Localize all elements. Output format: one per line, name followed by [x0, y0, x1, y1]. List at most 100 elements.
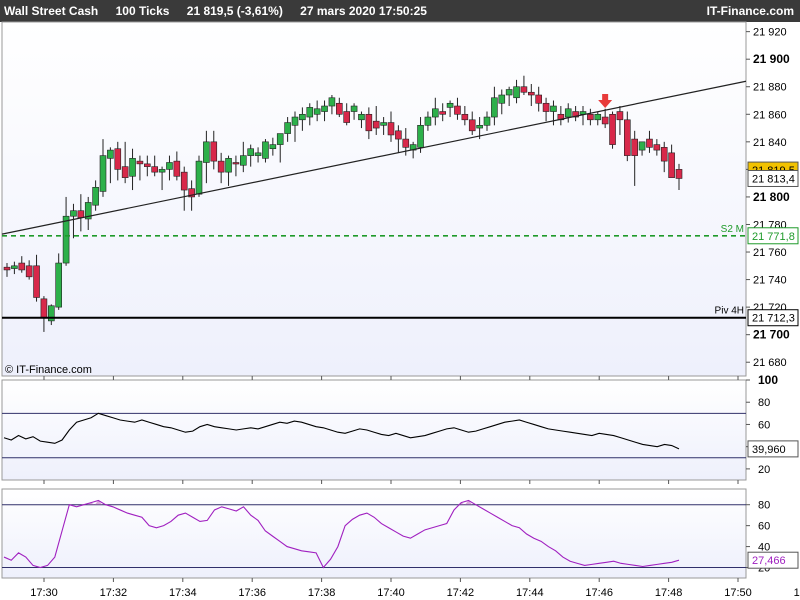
candle-down [395, 130, 402, 140]
candle-up [550, 105, 557, 112]
candle-down [144, 163, 151, 167]
candle-up [254, 152, 262, 156]
candle-down [18, 262, 26, 271]
candle-up [483, 116, 491, 126]
y-tick-label: 21 740 [753, 275, 787, 287]
y-tick-label: 21 700 [753, 328, 790, 342]
candle-up [432, 108, 439, 118]
candle-up [505, 89, 513, 96]
candle-up [70, 210, 77, 217]
candle-down [3, 266, 11, 271]
candle-down [609, 113, 616, 145]
candle-up [306, 107, 314, 118]
panel-background [1, 379, 747, 481]
x-tick-label: 17:44 [516, 587, 544, 599]
watermark: © IT-Finance.com [5, 364, 92, 376]
level-label: Piv 4H [715, 306, 744, 317]
candle-down [660, 147, 668, 162]
y-tick-label: 21 860 [753, 109, 787, 121]
candle-up [380, 122, 387, 126]
candle-up [284, 122, 291, 134]
quote-label: 21 819,5 (-3,61%) [186, 4, 283, 18]
x-tick-label: 17:36 [238, 587, 266, 599]
candle-down [461, 113, 469, 121]
candle-down [653, 144, 661, 151]
candle-up [240, 155, 247, 166]
candle-down [542, 102, 550, 112]
y-tick-label: 40 [758, 542, 770, 554]
candle-up [247, 148, 254, 156]
oscillator-value-tag [747, 551, 799, 569]
candle-up [262, 141, 269, 159]
candle-down [624, 119, 631, 156]
candle-down [402, 138, 410, 148]
candle-up [291, 116, 299, 126]
candle-up [269, 144, 277, 150]
candle-down [587, 113, 594, 121]
level-tag-box [747, 227, 799, 245]
candle-up [638, 141, 646, 151]
candle-up [55, 262, 62, 308]
datetime-label: 27 mars 2020 17:50:25 [300, 4, 427, 18]
candle-up [276, 133, 284, 145]
oscillator-value-text: 39,960 [752, 444, 786, 456]
candle-down [121, 166, 129, 178]
candle-down [173, 160, 181, 177]
panel-background [1, 21, 747, 377]
candle-down [439, 111, 446, 115]
x-tick-label: 17:46 [585, 587, 613, 599]
candle-down [151, 166, 158, 173]
stochastic-line [3, 499, 680, 569]
candle-down [668, 152, 675, 178]
oscillator-extreme-fill [94, 500, 102, 505]
y-tick-label: 80 [758, 500, 770, 512]
candle-down [217, 160, 225, 173]
x-tick-label: 17:50 [724, 587, 752, 599]
x-tick-label: 17:32 [100, 587, 128, 599]
panel-background [1, 488, 747, 579]
candle-up [564, 108, 572, 118]
y-tick-label: 21 680 [753, 357, 787, 369]
candle-up [203, 141, 210, 163]
candle-down [631, 138, 638, 156]
oscillator-extreme-fill [464, 500, 473, 505]
candle-up [328, 97, 336, 107]
oscillator-value-text: 27,466 [752, 555, 786, 567]
candle-down [454, 105, 461, 115]
candle-down [528, 91, 535, 96]
candle-down [33, 265, 40, 298]
candle-down [210, 141, 218, 162]
candle-up [92, 186, 99, 206]
candle-down [520, 86, 528, 93]
candle-up [417, 125, 424, 148]
candle-up [299, 113, 306, 121]
candle-down [232, 162, 240, 165]
candle-up [491, 97, 498, 118]
instrument-name: Wall Street Cash [4, 4, 99, 18]
candle-up [62, 215, 70, 264]
oscillator-extreme-fill [87, 502, 95, 505]
candle-up [48, 305, 55, 322]
candle-down [675, 169, 683, 179]
candle-down [343, 111, 350, 123]
candle-up [99, 155, 107, 192]
candle-down [336, 102, 343, 115]
oscillator-value-tag [747, 440, 799, 458]
candle-up [498, 94, 506, 104]
candle-down [136, 160, 144, 165]
header-info: Wall Street Cash 100 Ticks 21 819,5 (-3,… [4, 4, 441, 18]
candle-up [476, 125, 483, 129]
y-tick-label: 60 [758, 419, 770, 431]
level-tag-text: 21 771,8 [752, 231, 795, 243]
candle-down [114, 148, 122, 170]
header-bar [0, 0, 800, 22]
candle-down [77, 210, 85, 218]
candle-down [180, 171, 188, 191]
trend-line [1, 80, 747, 235]
candle-down [188, 188, 195, 198]
candle-up [84, 202, 92, 220]
candle-up [129, 158, 136, 177]
level-label: S2 M [721, 224, 744, 235]
